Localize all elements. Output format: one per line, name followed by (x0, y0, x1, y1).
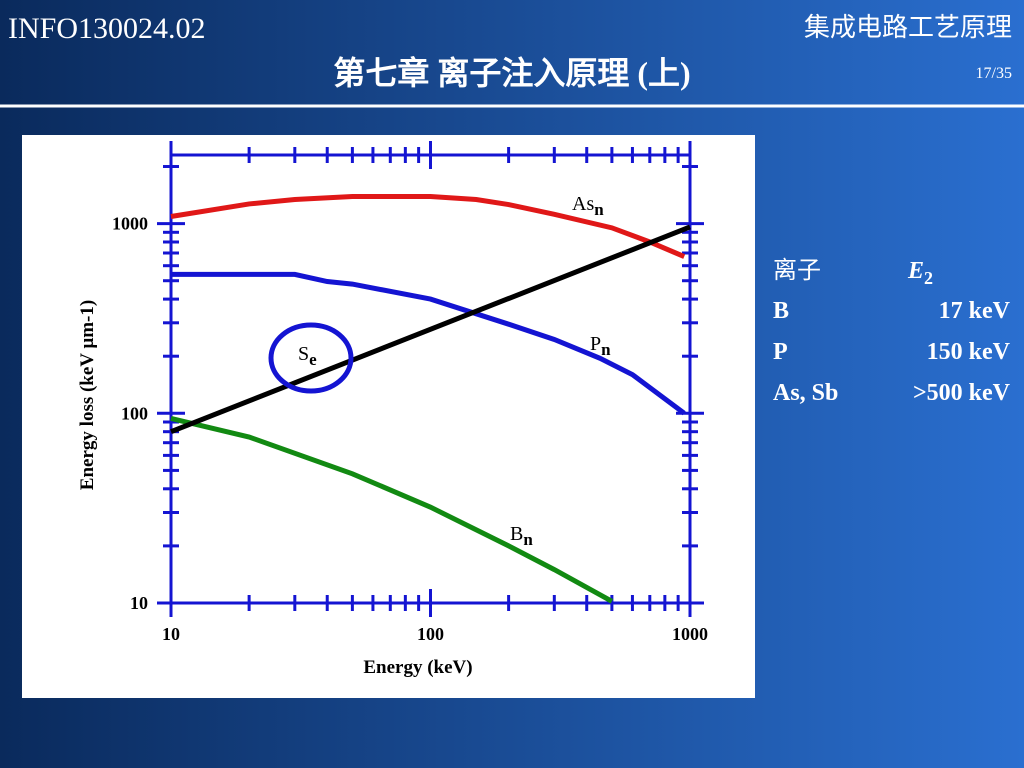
y-axis-label: Energy loss (keV μm-1) (77, 300, 98, 490)
series-name: B (510, 523, 523, 545)
x-axis-label: Energy (keV) (363, 657, 472, 678)
ion-name: As, Sb (773, 380, 838, 406)
series-subscript: e (309, 350, 317, 369)
ion-energy: 17 keV (939, 298, 1011, 324)
ion-name: P (773, 339, 788, 365)
ion-energy: 150 keV (927, 339, 1011, 365)
series-subscript: n (523, 530, 533, 549)
series-name: As (572, 193, 594, 215)
series-label: Bn (510, 523, 533, 549)
series-line (170, 224, 691, 435)
series-name: S (298, 343, 309, 365)
x-tick-label: 100 (417, 624, 444, 644)
ion-name: B (773, 298, 789, 324)
subscript: 2 (924, 268, 933, 288)
subject: 集成电路工艺原理 (804, 13, 1012, 42)
x-tick-label: 10 (162, 624, 180, 644)
ion-table: 离子 E2 B 17 keV P 150 keV As, Sb >500 keV (773, 257, 1011, 406)
ion-energy: >500 keV (913, 380, 1011, 406)
y-tick-label: 1000 (112, 214, 148, 234)
y-tick-label: 100 (121, 403, 148, 423)
table-header: E2 (907, 258, 933, 288)
series-label: Asn (572, 193, 604, 219)
page-number: 17/35 (976, 65, 1012, 82)
series-name: P (590, 333, 601, 355)
series-line (170, 193, 686, 259)
x-tick-label: 1000 (672, 624, 708, 644)
slide-title: 第七章 离子注入原理 (上) (333, 55, 690, 91)
chart: 10 100 1000 10 100 1000 Energy (keV) Energy los… (77, 141, 708, 678)
y-tick-label: 10 (130, 593, 148, 613)
series-subscript: n (601, 340, 611, 359)
symbol: E (907, 258, 924, 284)
series-label: Se (298, 343, 317, 369)
series-subscript: n (594, 200, 604, 219)
series-label: Pn (590, 333, 611, 359)
highlight-circle (268, 322, 354, 394)
course-code: INFO130024.02 (8, 12, 206, 45)
table-header: 离子 (773, 257, 821, 284)
series-line (170, 415, 614, 604)
